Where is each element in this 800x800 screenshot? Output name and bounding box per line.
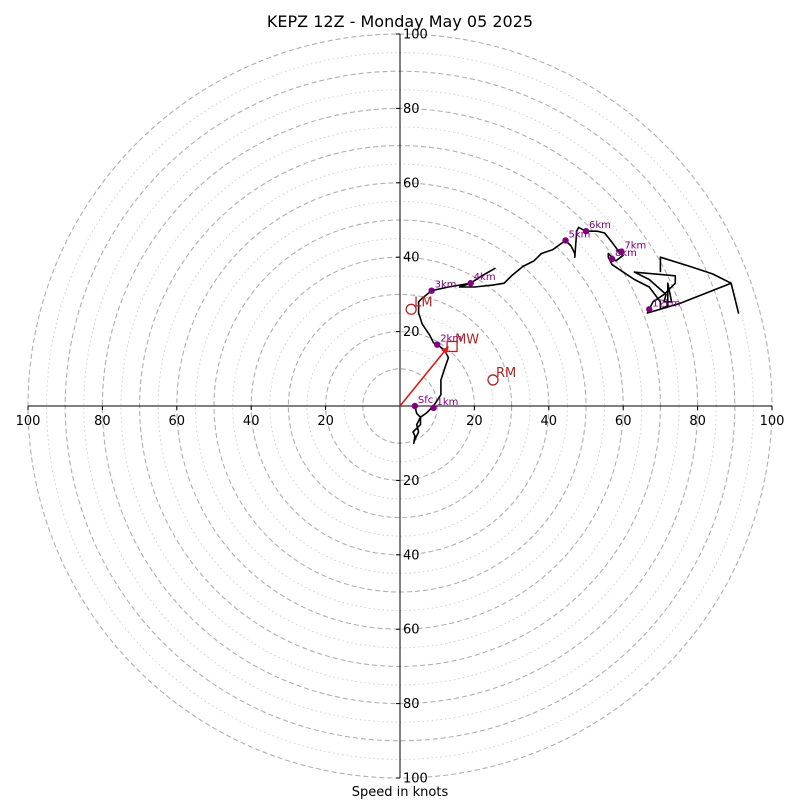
y-tick-label: 80: [403, 697, 420, 712]
height-marker-dot: [467, 280, 474, 287]
storm-marker-label: RM: [496, 366, 516, 381]
x-tick-label: 80: [689, 414, 706, 429]
storm-marker-label: LM: [414, 295, 432, 310]
tick-labels: 100 80 60 40 20 20 40 60 80 100 100 80 60 40 20 20 40 60 8…: [16, 28, 785, 787]
wind-trace: [412, 226, 740, 445]
y-tick-label: 100: [403, 772, 428, 787]
shear-vector-line: [399, 345, 449, 407]
storm-marker-label: MW: [455, 332, 479, 347]
height-marker-label: 6km: [589, 220, 611, 231]
storm-marker-circle: [487, 374, 499, 386]
height-marker-label: 3km: [435, 280, 457, 291]
height-marker-dot: [608, 255, 616, 263]
height-marker-label: Sfc: [418, 395, 433, 406]
y-tick-label: 20: [403, 474, 420, 489]
x-axis-label: Speed in knots: [352, 785, 449, 800]
x-tick-label: 60: [169, 414, 186, 429]
height-marker-label: 7km: [624, 241, 646, 252]
height-marker-dot: [646, 306, 653, 313]
height-marker-dot: [562, 237, 569, 244]
height-marker-dot: [582, 227, 590, 235]
y-tick-label: 40: [403, 251, 420, 266]
height-marker-dot: [428, 287, 435, 294]
x-tick-label: 20: [466, 414, 483, 429]
height-marker-dot: [430, 404, 437, 412]
height-marker-label: 5km: [569, 229, 591, 240]
x-tick-label: 40: [541, 414, 558, 429]
y-tick-label: 100: [403, 28, 428, 43]
height-marker-dot: [618, 248, 625, 255]
x-tick-label: 40: [243, 414, 260, 429]
y-tick-label: 40: [403, 548, 420, 563]
storm-motion-markers: LM MW RM: [405, 295, 516, 386]
height-marker-label: 1km: [436, 397, 458, 408]
storm-marker-square: [446, 340, 458, 353]
storm-marker-circle: [405, 303, 417, 315]
x-tick-label: 100: [760, 414, 785, 429]
y-tick-label: 60: [403, 623, 420, 638]
y-tick-label: 20: [403, 325, 420, 340]
height-marker-dot: [434, 341, 441, 348]
height-marker-label: 12km: [652, 298, 680, 309]
x-tick-label: 100: [16, 414, 41, 429]
height-marker-label: 2km: [440, 334, 462, 345]
x-tick-label: 60: [615, 414, 632, 429]
x-tick-label: 80: [94, 414, 111, 429]
x-tick-label: 20: [317, 414, 334, 429]
wind-trace-line: [412, 226, 740, 445]
height-marker-label: 8km: [615, 248, 637, 259]
height-marker-dot: [411, 402, 419, 410]
chart-title: KEPZ 12Z - Monday May 05 2025: [267, 12, 533, 31]
y-tick-label: 60: [403, 176, 420, 191]
y-tick-label: 80: [403, 102, 420, 117]
height-marker-label: 4km: [474, 272, 496, 283]
